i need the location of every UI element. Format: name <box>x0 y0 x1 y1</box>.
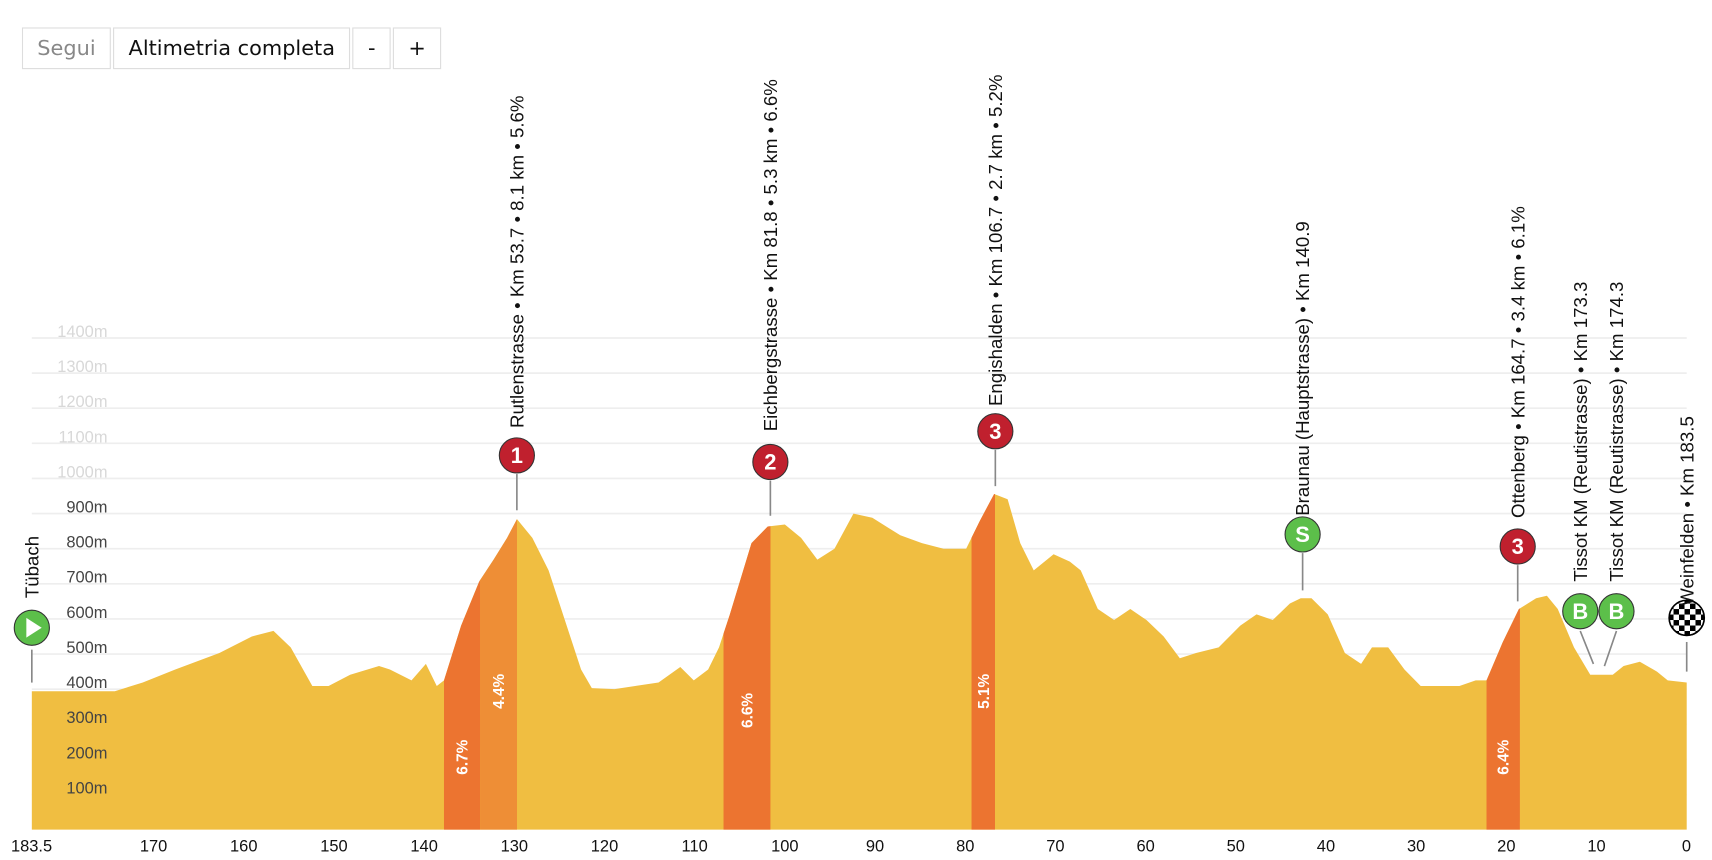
marker-label: Tissot KM (Reutistrasse) • Km 173.3 <box>1570 282 1591 582</box>
badge-label: 2 <box>764 450 776 475</box>
x-tick-label: 10 <box>1587 838 1605 856</box>
toolbar: Segui Altimetria completa - + <box>21 27 442 70</box>
y-tick-label: 1000m <box>57 463 107 481</box>
climb-gradient-label: 6.6% <box>739 693 756 728</box>
marker-line <box>1579 630 1595 665</box>
marker-start[interactable]: Tübach <box>13 536 50 683</box>
badge-label: 3 <box>1512 534 1524 559</box>
marker-sprint[interactable]: S Braunau (Hauptstrasse) • Km 140.9 <box>1284 221 1321 591</box>
marker-label: Eichbergstrasse • Km 81.8 • 5.3 km • 6.6… <box>760 79 781 431</box>
x-tick-label: 50 <box>1227 838 1245 856</box>
x-tick-label: 60 <box>1136 838 1154 856</box>
climb-segment <box>480 519 518 830</box>
badge-label: S <box>1295 522 1310 547</box>
x-tick-label: 183.5 <box>11 838 52 856</box>
marker-line <box>1603 630 1618 667</box>
marker-kom[interactable]: 1 Rutlenstrasse • Km 53.7 • 8.1 km • 5.6% <box>498 96 535 511</box>
x-tick-label: 160 <box>230 838 257 856</box>
marker-finish[interactable]: Weinfelden • Km 183.5 <box>1668 416 1706 672</box>
finish-flag-icon <box>1668 599 1706 637</box>
y-tick-label: 1400m <box>57 323 107 341</box>
badge-icon <box>752 443 789 481</box>
play-icon <box>26 617 42 638</box>
marker-kom[interactable]: 2 Eichbergstrasse • Km 81.8 • 5.3 km • 6.… <box>752 79 789 516</box>
x-tick-label: 80 <box>956 838 974 856</box>
x-tick-label: 170 <box>140 838 167 856</box>
y-tick-label: 700m <box>66 569 107 587</box>
badge-label: 3 <box>989 419 1001 444</box>
x-tick-label: 40 <box>1317 838 1335 856</box>
x-tick-label: 30 <box>1407 838 1425 856</box>
x-tick-label: 110 <box>682 838 708 856</box>
follow-button[interactable]: Segui <box>21 27 111 70</box>
climb-gradient-label: 5.1% <box>976 674 993 709</box>
marker-label: Tübach <box>21 536 42 598</box>
badge-icon <box>977 413 1014 450</box>
full-profile-button[interactable]: Altimetria completa <box>113 27 351 70</box>
climb-segment <box>1486 608 1520 830</box>
marker-kom[interactable]: 3 Engishalden • Km 106.7 • 2.7 km • 5.2% <box>977 75 1014 487</box>
badge-icon <box>1598 593 1635 630</box>
marker-label: Weinfelden • Km 183.5 <box>1676 416 1697 606</box>
y-tick-label: 300m <box>66 709 107 727</box>
x-tick-label: 20 <box>1497 838 1515 856</box>
badge-icon <box>1562 593 1599 630</box>
x-tick-label: 100 <box>771 838 798 856</box>
climb-gradient-label: 6.4% <box>1496 739 1513 774</box>
marker-kom[interactable]: 3 Ottenberg • Km 164.7 • 3.4 km • 6.1% <box>1499 206 1536 602</box>
y-tick-label: 1300m <box>57 358 107 376</box>
y-tick-label: 800m <box>66 534 107 552</box>
climb-gradient-label: 6.7% <box>454 739 471 774</box>
badge-icon <box>498 437 535 474</box>
x-tick-label: 120 <box>591 838 618 856</box>
x-tick-label: 70 <box>1046 838 1064 856</box>
x-tick-label: 130 <box>501 838 528 856</box>
y-tick-label: 1200m <box>57 393 107 411</box>
y-tick-label: 1100m <box>58 428 107 446</box>
marker-label: Engishalden • Km 106.7 • 2.7 km • 5.2% <box>985 75 1006 406</box>
badge-label: B <box>1572 599 1588 624</box>
climb-segment <box>443 580 481 830</box>
x-tick-label: 90 <box>866 838 884 856</box>
badge-icon <box>1284 516 1321 553</box>
y-tick-label: 400m <box>66 674 107 692</box>
y-tick-label: 200m <box>66 744 107 762</box>
climb-segment <box>971 493 996 830</box>
marker-label: Rutlenstrasse • Km 53.7 • 8.1 km • 5.6% <box>506 96 527 428</box>
marker-label: Ottenberg • Km 164.7 • 3.4 km • 6.1% <box>1507 206 1528 518</box>
x-tick-label: 150 <box>320 838 347 856</box>
marker-label: Tissot KM (Reutistrasse) • Km 174.3 <box>1606 282 1627 582</box>
climb-segment <box>723 526 771 830</box>
marker-bonus[interactable]: B Tissot KM (Reutistrasse) • Km 173.3 <box>1562 282 1599 665</box>
zoom-in-button[interactable]: + <box>393 27 442 70</box>
y-tick-label: 500m <box>66 639 107 657</box>
badge-label: 1 <box>511 443 523 468</box>
marker-label: Braunau (Hauptstrasse) • Km 140.9 <box>1292 221 1313 516</box>
x-tick-label: 0 <box>1682 838 1691 856</box>
marker-bonus[interactable]: B Tissot KM (Reutistrasse) • Km 174.3 <box>1598 282 1635 667</box>
climb-gradient-label: 4.4% <box>491 674 508 709</box>
y-tick-label: 900m <box>66 498 107 516</box>
zoom-out-button[interactable]: - <box>352 27 391 70</box>
profile-area <box>31 493 1687 830</box>
x-tick-label: 140 <box>410 838 437 856</box>
y-tick-label: 100m <box>66 779 107 797</box>
badge-icon <box>1499 528 1536 565</box>
badge-label: B <box>1609 599 1625 624</box>
y-tick-label: 600m <box>66 604 107 622</box>
